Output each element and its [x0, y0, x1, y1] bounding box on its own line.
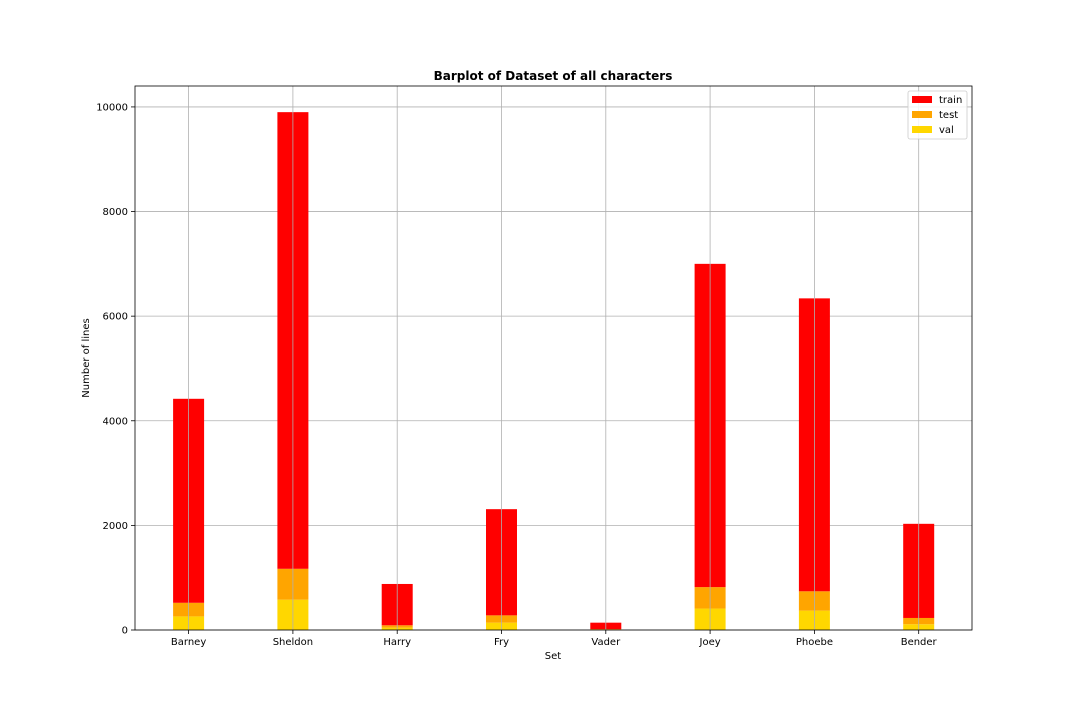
- legend: train test val: [907, 90, 968, 140]
- x-tick-label: Bender: [901, 637, 938, 648]
- x-axis-label: Set: [545, 651, 562, 662]
- y-tick-label: 2000: [103, 521, 128, 532]
- x-tick-label: Vader: [591, 637, 621, 648]
- x-tick-label: Phoebe: [796, 637, 833, 648]
- y-tick-label: 10000: [96, 102, 128, 113]
- legend-swatch-train: [912, 96, 932, 103]
- x-tick-label: Harry: [383, 637, 411, 648]
- legend-label-test: test: [939, 110, 958, 121]
- x-tick-label: Barney: [171, 637, 206, 648]
- legend-swatch-val: [912, 126, 932, 133]
- x-tick-label: Fry: [494, 637, 509, 648]
- y-tick-label: 4000: [103, 416, 128, 427]
- legend-label-val: val: [939, 125, 954, 136]
- y-axis-label: Number of lines: [81, 318, 92, 397]
- grid-lines: [135, 106, 972, 631]
- y-tick-label: 6000: [103, 312, 128, 323]
- x-tick-label: Joey: [699, 637, 721, 648]
- axis-ticks: 0 2000 4000 6000 8000 10000 Barney Sheldon Harry…: [96, 102, 937, 648]
- legend-swatch-test: [912, 111, 932, 118]
- y-tick-label: 0: [122, 626, 128, 637]
- x-tick-label: Sheldon: [273, 637, 313, 648]
- y-tick-label: 8000: [103, 207, 128, 218]
- legend-label-train: train: [939, 95, 962, 106]
- chart-title: Barplot of Dataset of all characters: [434, 69, 673, 83]
- grid-lines-x: [188, 86, 920, 630]
- bars: [173, 112, 935, 630]
- plot-frame: [134, 85, 973, 631]
